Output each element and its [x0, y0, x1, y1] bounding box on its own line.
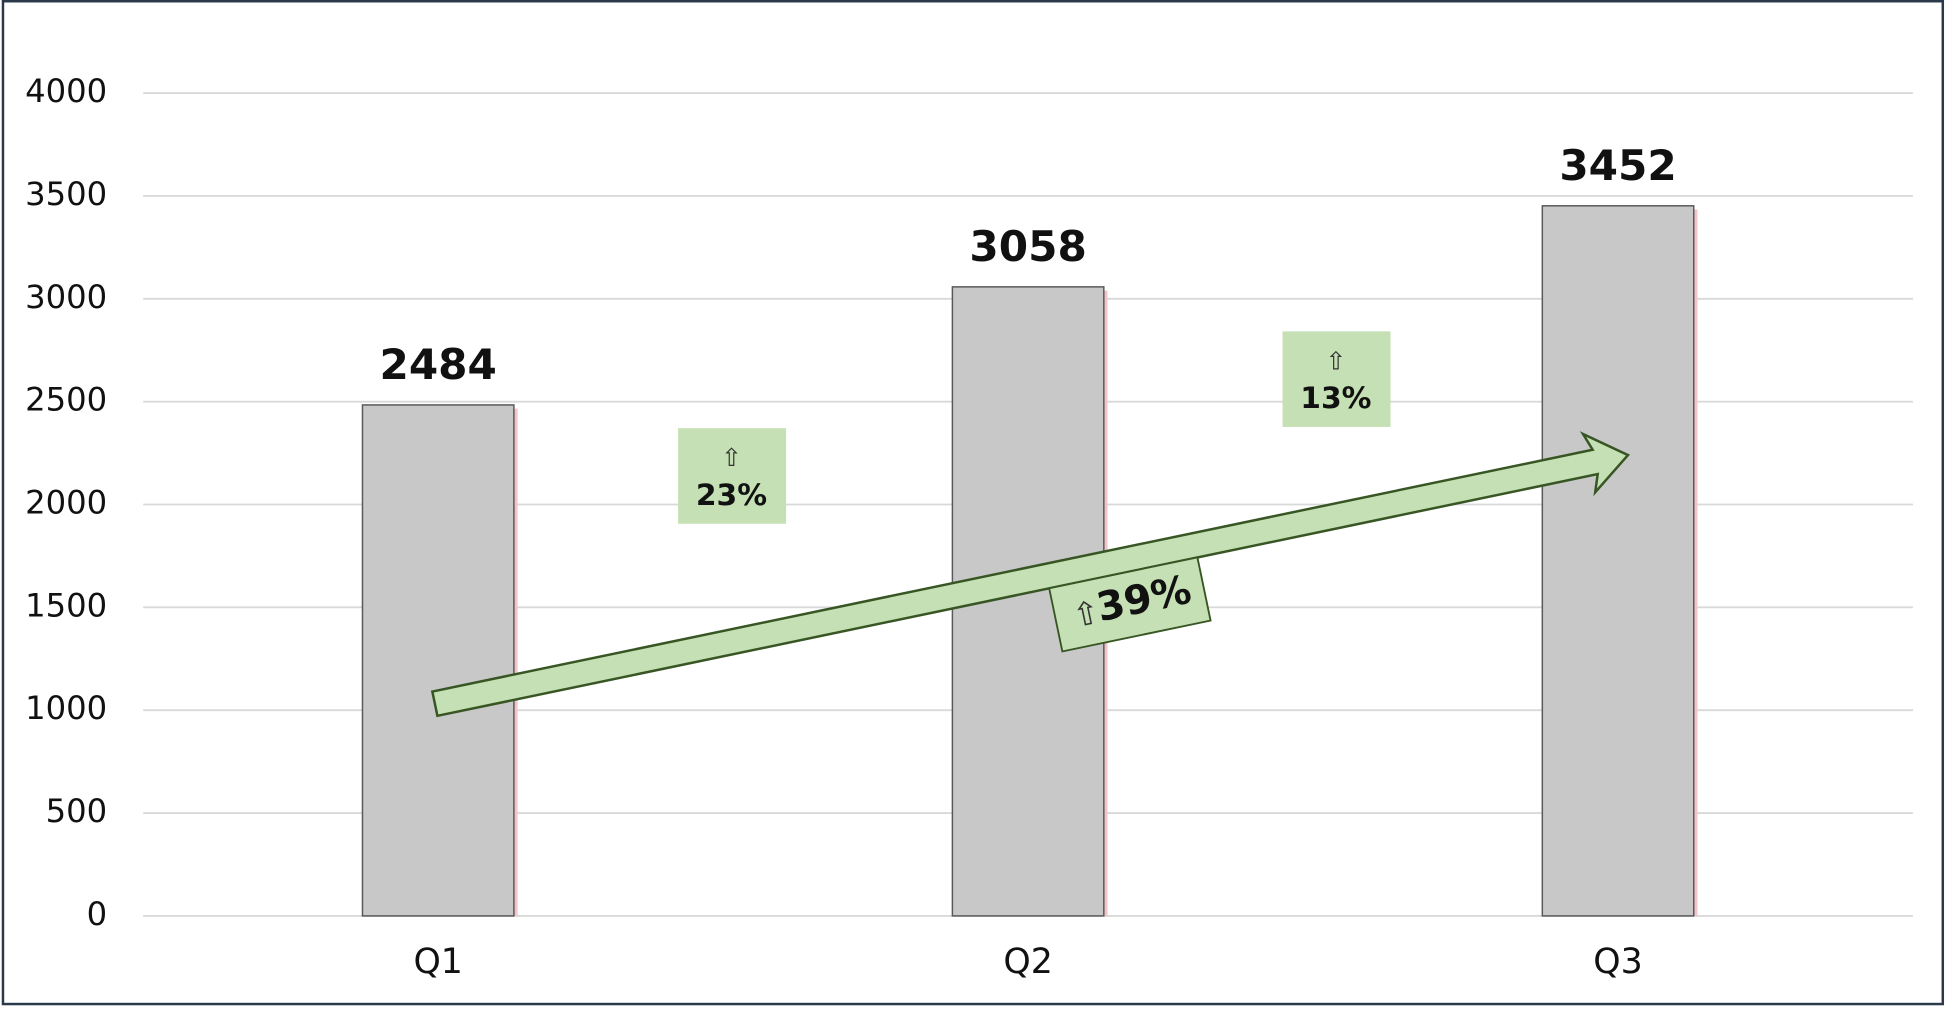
- value-label: 2484: [379, 340, 496, 389]
- y-tick-label: 3500: [25, 175, 107, 213]
- bar: [1541, 205, 1695, 917]
- y-tick-label: 1500: [25, 586, 107, 624]
- bar: [361, 404, 515, 917]
- x-tick-label: Q3: [1593, 942, 1642, 982]
- trend-arrow: [430, 431, 1631, 718]
- y-tick-label: 1000: [25, 689, 107, 727]
- y-tick-label: 4000: [25, 72, 107, 110]
- x-tick-label: Q1: [413, 942, 462, 982]
- annotation-arrow: ⇧: [1325, 346, 1346, 375]
- annotation-bg: [678, 428, 787, 524]
- value-label: 3452: [1559, 141, 1676, 190]
- annotation-box: ⇧ 39%: [1048, 556, 1212, 653]
- annotation-bg: [1048, 556, 1212, 653]
- annotation-text: 13%: [1300, 381, 1371, 416]
- trend-arrow-shape: [430, 431, 1631, 718]
- y-tick-label: 0: [87, 895, 108, 933]
- y-tick-label: 2500: [25, 381, 107, 419]
- annotation-bg: [1282, 331, 1391, 427]
- y-tick-label: 2000: [25, 483, 107, 521]
- value-label: 3058: [969, 222, 1086, 271]
- y-tick-label: 500: [46, 792, 108, 830]
- annotation-box: ⇧ 13%: [1282, 331, 1391, 427]
- annotation-box: ⇧ 23%: [678, 428, 787, 524]
- annotation-arrow: ⇧: [721, 443, 742, 472]
- x-tick-label: Q2: [1003, 942, 1052, 982]
- annotation-text: 23%: [696, 478, 767, 513]
- y-tick-label: 3000: [25, 278, 107, 316]
- bars: Q1 2484 Q2 3058 Q3 3452: [361, 141, 1698, 982]
